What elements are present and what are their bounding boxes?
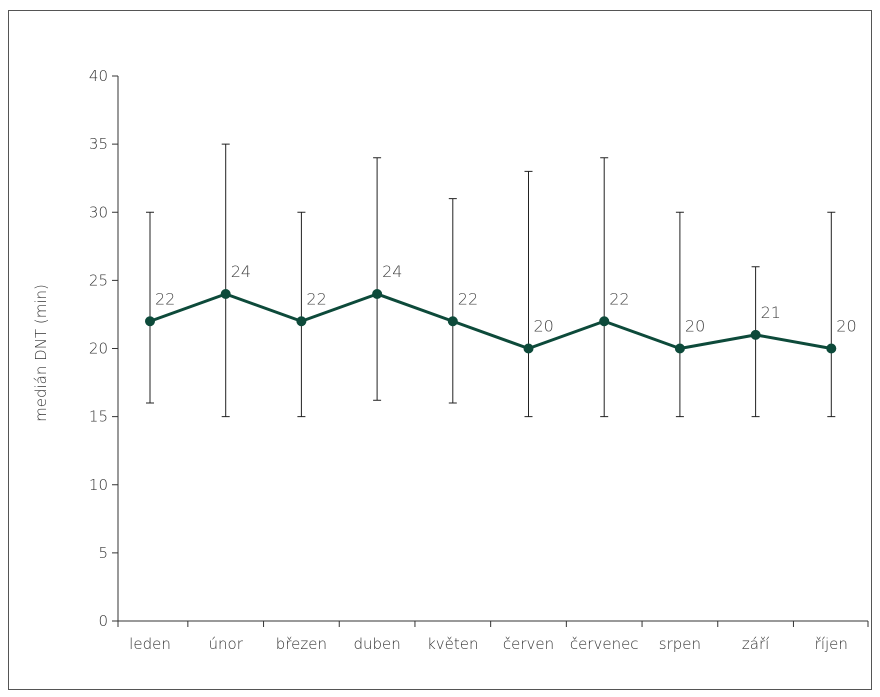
axes: 0 5 10 15 20 25 30 35 40 leden únor březen duben květ… — [89, 67, 869, 653]
y-tick-label: 5 — [98, 544, 108, 562]
data-point — [296, 316, 307, 327]
x-tick-label: červen — [503, 635, 554, 653]
y-tick-label: 30 — [89, 203, 108, 221]
data-point — [599, 316, 610, 327]
x-tick-label: březen — [276, 635, 327, 653]
data-point — [372, 289, 383, 299]
x-tick-label: červenec — [570, 635, 639, 653]
y-tick-label: 20 — [89, 340, 108, 358]
error-bars — [146, 143, 836, 418]
data-labels: 22 24 22 24 22 20 22 20 21 20 — [155, 262, 857, 336]
data-point — [674, 343, 685, 354]
data-label: 22 — [458, 289, 478, 308]
chart-frame — [8, 10, 872, 690]
data-point — [447, 316, 458, 327]
series-polyline — [149, 292, 832, 350]
data-point — [145, 316, 155, 327]
x-tick-label: květen — [427, 635, 478, 653]
data-label: 20 — [685, 317, 705, 336]
data-label: 21 — [761, 303, 781, 322]
data-point — [220, 289, 231, 299]
x-tick-label: duben — [353, 635, 400, 653]
data-label: 24 — [231, 262, 251, 281]
x-tick-label: leden — [129, 635, 171, 653]
y-tick-label: 35 — [89, 135, 108, 153]
data-label: 22 — [306, 289, 326, 308]
x-tick-label: říjen — [815, 635, 848, 653]
y-tick-label: 0 — [98, 612, 108, 630]
y-tick-label: 25 — [89, 271, 108, 289]
data-point — [523, 343, 534, 354]
data-point — [750, 329, 761, 340]
data-label: 20 — [534, 317, 554, 336]
y-tick-label: 10 — [89, 476, 108, 494]
data-point — [826, 343, 837, 354]
data-label: 24 — [382, 262, 402, 281]
data-label: 22 — [609, 289, 629, 308]
y-tick-label: 15 — [89, 408, 108, 426]
series-line — [145, 289, 837, 354]
y-axis-title: medián DNT (min) — [32, 284, 50, 422]
x-tick-label: září — [742, 635, 770, 653]
x-tick-label: srpen — [659, 635, 701, 653]
data-label: 20 — [836, 317, 856, 336]
data-label: 22 — [155, 289, 175, 308]
x-tick-label: únor — [209, 635, 244, 653]
y-tick-label: 40 — [89, 67, 108, 85]
